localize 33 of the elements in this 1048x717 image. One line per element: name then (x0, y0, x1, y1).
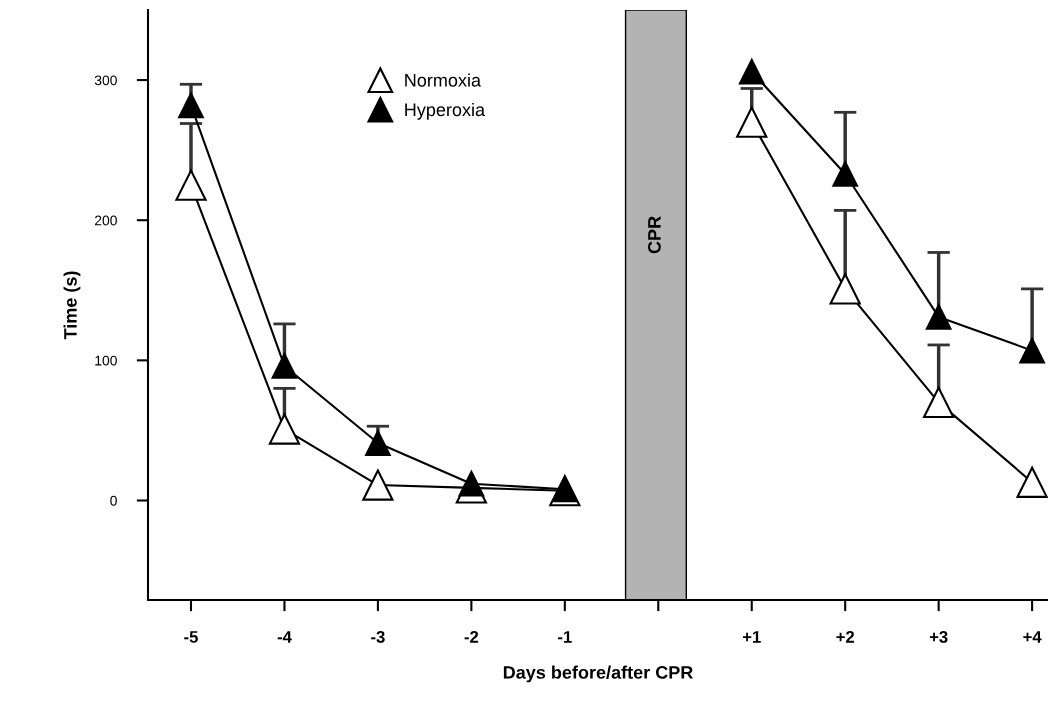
band-label: CPR (648, 216, 661, 254)
x-tick-label: -2 (464, 631, 479, 643)
y-tick-label: 200 (94, 215, 117, 226)
x-tick-label: -4 (277, 631, 292, 643)
point (1016, 466, 1048, 498)
x-tick-label: +3 (929, 631, 948, 643)
x-axis-title: Days before/after CPR (503, 665, 693, 683)
x-tick-label: +2 (836, 631, 855, 643)
y-tick-label: 0 (110, 495, 117, 506)
point (178, 92, 204, 119)
point (832, 161, 859, 187)
y-tick-label: 100 (95, 355, 117, 366)
y-axis-title: Time (s) (63, 271, 81, 340)
legend-label: Hyperoxia (405, 102, 486, 120)
point (365, 430, 391, 456)
point (925, 304, 952, 330)
point (268, 413, 301, 445)
point (271, 353, 298, 379)
point (738, 58, 765, 85)
point (923, 386, 955, 419)
point (362, 469, 394, 501)
point (829, 273, 861, 305)
x-tick-label: +1 (742, 631, 761, 643)
x-tick-label: +4 (1023, 631, 1042, 643)
x-tick-label: -1 (558, 631, 572, 643)
x-tick-label: -3 (371, 631, 385, 643)
point (175, 169, 207, 201)
x-tick-label: -5 (184, 631, 198, 643)
point (736, 106, 768, 138)
point (1019, 337, 1045, 364)
point (458, 470, 485, 497)
y-tick-label: 300 (94, 75, 117, 86)
legend-label: Normoxia (405, 73, 482, 87)
